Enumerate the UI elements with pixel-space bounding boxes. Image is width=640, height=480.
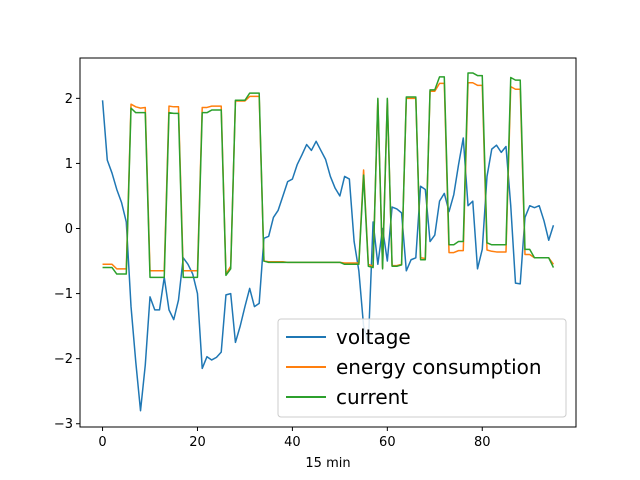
y-tick-label: 0 [65,222,73,237]
x-tick-label: 20 [189,435,206,450]
y-tick-label: −1 [54,287,73,302]
y-tick-label: 2 [65,92,73,107]
legend-label: energy consumption [336,355,542,379]
x-tick-label: 80 [474,435,491,450]
y-tick-label: 1 [65,157,73,172]
legend-label: voltage [336,325,411,349]
legend-label: current [336,385,408,409]
x-axis-label: 15 min [305,456,350,471]
legend: voltage energy consumption current [277,318,567,418]
x-tick-label: 60 [379,435,396,450]
y-tick-label: −2 [54,352,73,367]
x-tick-label: 40 [284,435,301,450]
series-line-voltage [101,100,555,412]
y-tick-label: −3 [54,417,73,432]
x-tick-label: 0 [98,435,106,450]
plot-frame [79,57,577,428]
legend-box [277,318,567,418]
series-line-current [102,72,555,279]
